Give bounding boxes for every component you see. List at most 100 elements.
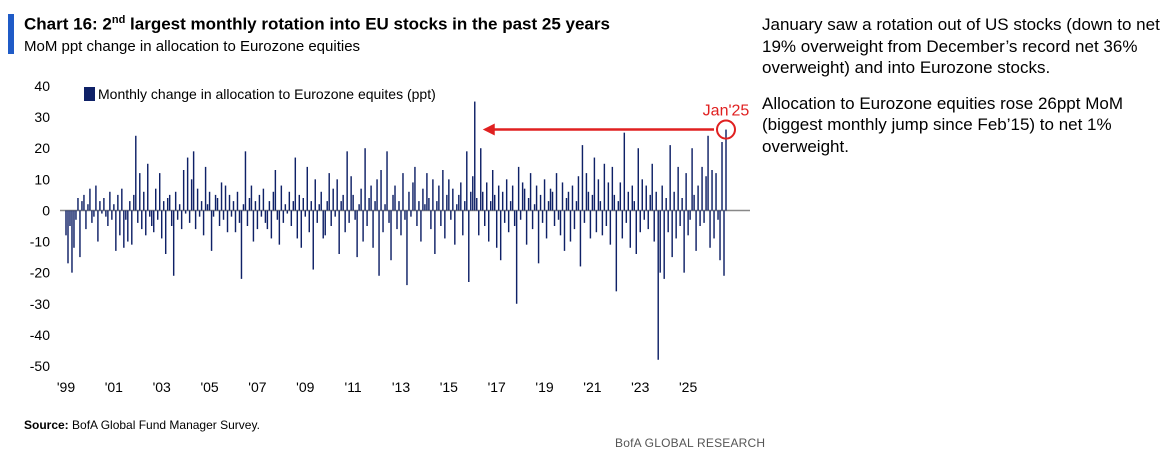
- bar: [551, 191, 554, 211]
- bar: [298, 194, 301, 211]
- bar: [503, 210, 506, 223]
- bar: [145, 210, 147, 236]
- bar: [137, 210, 139, 223]
- bar: [162, 201, 165, 211]
- bar: [701, 166, 703, 211]
- legend: Monthly change in allocation to Eurozone…: [84, 86, 436, 102]
- bar: [617, 201, 620, 211]
- bar: [543, 179, 546, 211]
- bar: [360, 188, 362, 211]
- bar: [412, 182, 414, 211]
- bar: [466, 151, 468, 211]
- bar: [569, 210, 572, 242]
- bar: [364, 148, 366, 211]
- bar: [129, 201, 131, 211]
- bar: [101, 210, 103, 214]
- bar: [252, 210, 255, 242]
- bar: [523, 188, 526, 211]
- bar: [557, 210, 560, 220]
- bar: [547, 201, 550, 211]
- bar: [426, 173, 428, 211]
- bar: [324, 210, 326, 236]
- bar: [438, 185, 440, 211]
- bar: [621, 210, 624, 239]
- bar: [378, 210, 380, 276]
- bar: [312, 210, 314, 270]
- bar: [206, 204, 209, 211]
- bar: [320, 191, 322, 211]
- bar: [571, 185, 574, 211]
- bar: [491, 170, 494, 211]
- bar: [192, 151, 195, 211]
- bar: [314, 179, 316, 211]
- bar: [587, 191, 590, 211]
- bar: [486, 182, 488, 211]
- bar: [328, 173, 330, 211]
- bar: [216, 198, 219, 211]
- bar: [174, 191, 177, 211]
- bar: [430, 210, 432, 230]
- bar: [310, 201, 312, 211]
- bar: [525, 210, 528, 245]
- bar: [334, 210, 336, 217]
- bar: [376, 179, 378, 211]
- bar: [236, 191, 239, 211]
- bar: [559, 210, 562, 236]
- bar: [198, 210, 201, 217]
- chart-subtitle: MoM ppt change in allocation to Eurozone…: [24, 38, 361, 55]
- y-tick-label: 20: [34, 140, 50, 156]
- bar: [290, 210, 293, 226]
- bar: [340, 201, 342, 211]
- bar: [302, 198, 304, 211]
- bar: [318, 204, 320, 211]
- bar: [210, 210, 213, 251]
- annotation-label: Jan'25: [703, 103, 750, 120]
- bar: [135, 135, 137, 211]
- legend-label: Monthly change in allocation to Eurozone…: [98, 86, 436, 102]
- title-accent-bar: [8, 14, 14, 54]
- y-tick-label: -50: [30, 358, 50, 374]
- bar: [581, 145, 584, 211]
- bar: [354, 210, 356, 220]
- bar: [468, 210, 470, 282]
- bar: [107, 210, 109, 226]
- bar: [575, 201, 578, 211]
- source-note: Source: BofA Global Fund Manager Survey.: [24, 418, 260, 432]
- bar: [595, 210, 598, 233]
- bar: [99, 201, 101, 211]
- bar: [204, 166, 207, 211]
- bar: [470, 191, 472, 211]
- bar: [511, 185, 514, 211]
- y-axis-ticks: 40 30 20 10 0 -10 -20 -30 -40 -50: [30, 78, 50, 374]
- x-tick-label: '19: [535, 379, 553, 395]
- bar: [374, 201, 376, 211]
- x-tick-label: '11: [345, 379, 362, 395]
- bar: [472, 176, 474, 211]
- bar: [362, 210, 364, 242]
- bar: [336, 179, 338, 211]
- bar: [446, 194, 448, 211]
- bar: [258, 194, 261, 211]
- y-tick-label: 30: [34, 109, 50, 125]
- bar: [292, 201, 295, 211]
- bar: [109, 191, 111, 211]
- commentary-paragraph-2: Allocation to Eurozone equities rose 26p…: [762, 93, 1123, 156]
- x-tick-label: '23: [631, 379, 649, 395]
- bar: [75, 210, 77, 220]
- bar: [105, 210, 107, 217]
- bar: [539, 194, 542, 211]
- bar: [370, 185, 372, 211]
- bar: [416, 210, 418, 226]
- bar: [111, 210, 113, 220]
- bar: [519, 210, 522, 220]
- bar: [478, 210, 480, 236]
- bar: [248, 198, 251, 211]
- bar: [591, 194, 594, 211]
- bar: [115, 210, 117, 251]
- bar: [220, 182, 223, 211]
- bar: [382, 210, 384, 233]
- bar: [93, 210, 95, 217]
- bar: [681, 198, 683, 211]
- bar: [458, 194, 460, 211]
- x-tick-label: '13: [392, 379, 410, 395]
